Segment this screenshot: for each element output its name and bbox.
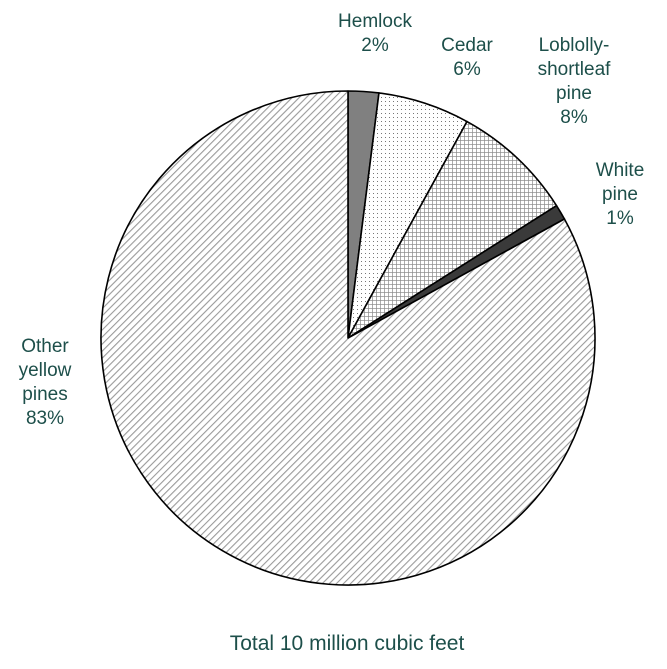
- slice-name-label: Hemlock: [338, 11, 412, 32]
- slice-value-label: 8%: [560, 107, 588, 128]
- slice-name-label: Other: [21, 336, 69, 357]
- slice-value-label: 2%: [361, 35, 389, 56]
- slice-name-label: Loblolly-: [539, 35, 610, 56]
- slice-label: Other yellow pines 83%: [19, 336, 72, 429]
- slice-name-label: yellow: [19, 360, 72, 381]
- slice-label: Cedar 6%: [441, 35, 493, 80]
- slice-name-label: pines: [22, 384, 67, 405]
- slice-name-label: pine: [602, 184, 638, 205]
- slice-name-label: shortleaf: [538, 59, 612, 80]
- slice-name-label: White: [596, 160, 645, 181]
- slice-label: Loblolly-shortleaf pine 8%: [538, 35, 612, 128]
- slice-label: White pine 1%: [596, 160, 645, 229]
- chart-caption: Total 10 million cubic feet: [230, 632, 465, 655]
- slice-value-label: 6%: [453, 59, 481, 80]
- pie-slice-loblolly-shortleaf-pine: [347, 120, 558, 339]
- slice-value-label: 83%: [26, 408, 64, 429]
- slice-name-label: pine: [556, 83, 592, 104]
- slice-value-label: 1%: [606, 208, 634, 229]
- pie-slice-other-yellow-pines: [100, 90, 596, 586]
- slice-label: Hemlock 2%: [338, 11, 412, 56]
- slice-name-label: Cedar: [441, 35, 493, 56]
